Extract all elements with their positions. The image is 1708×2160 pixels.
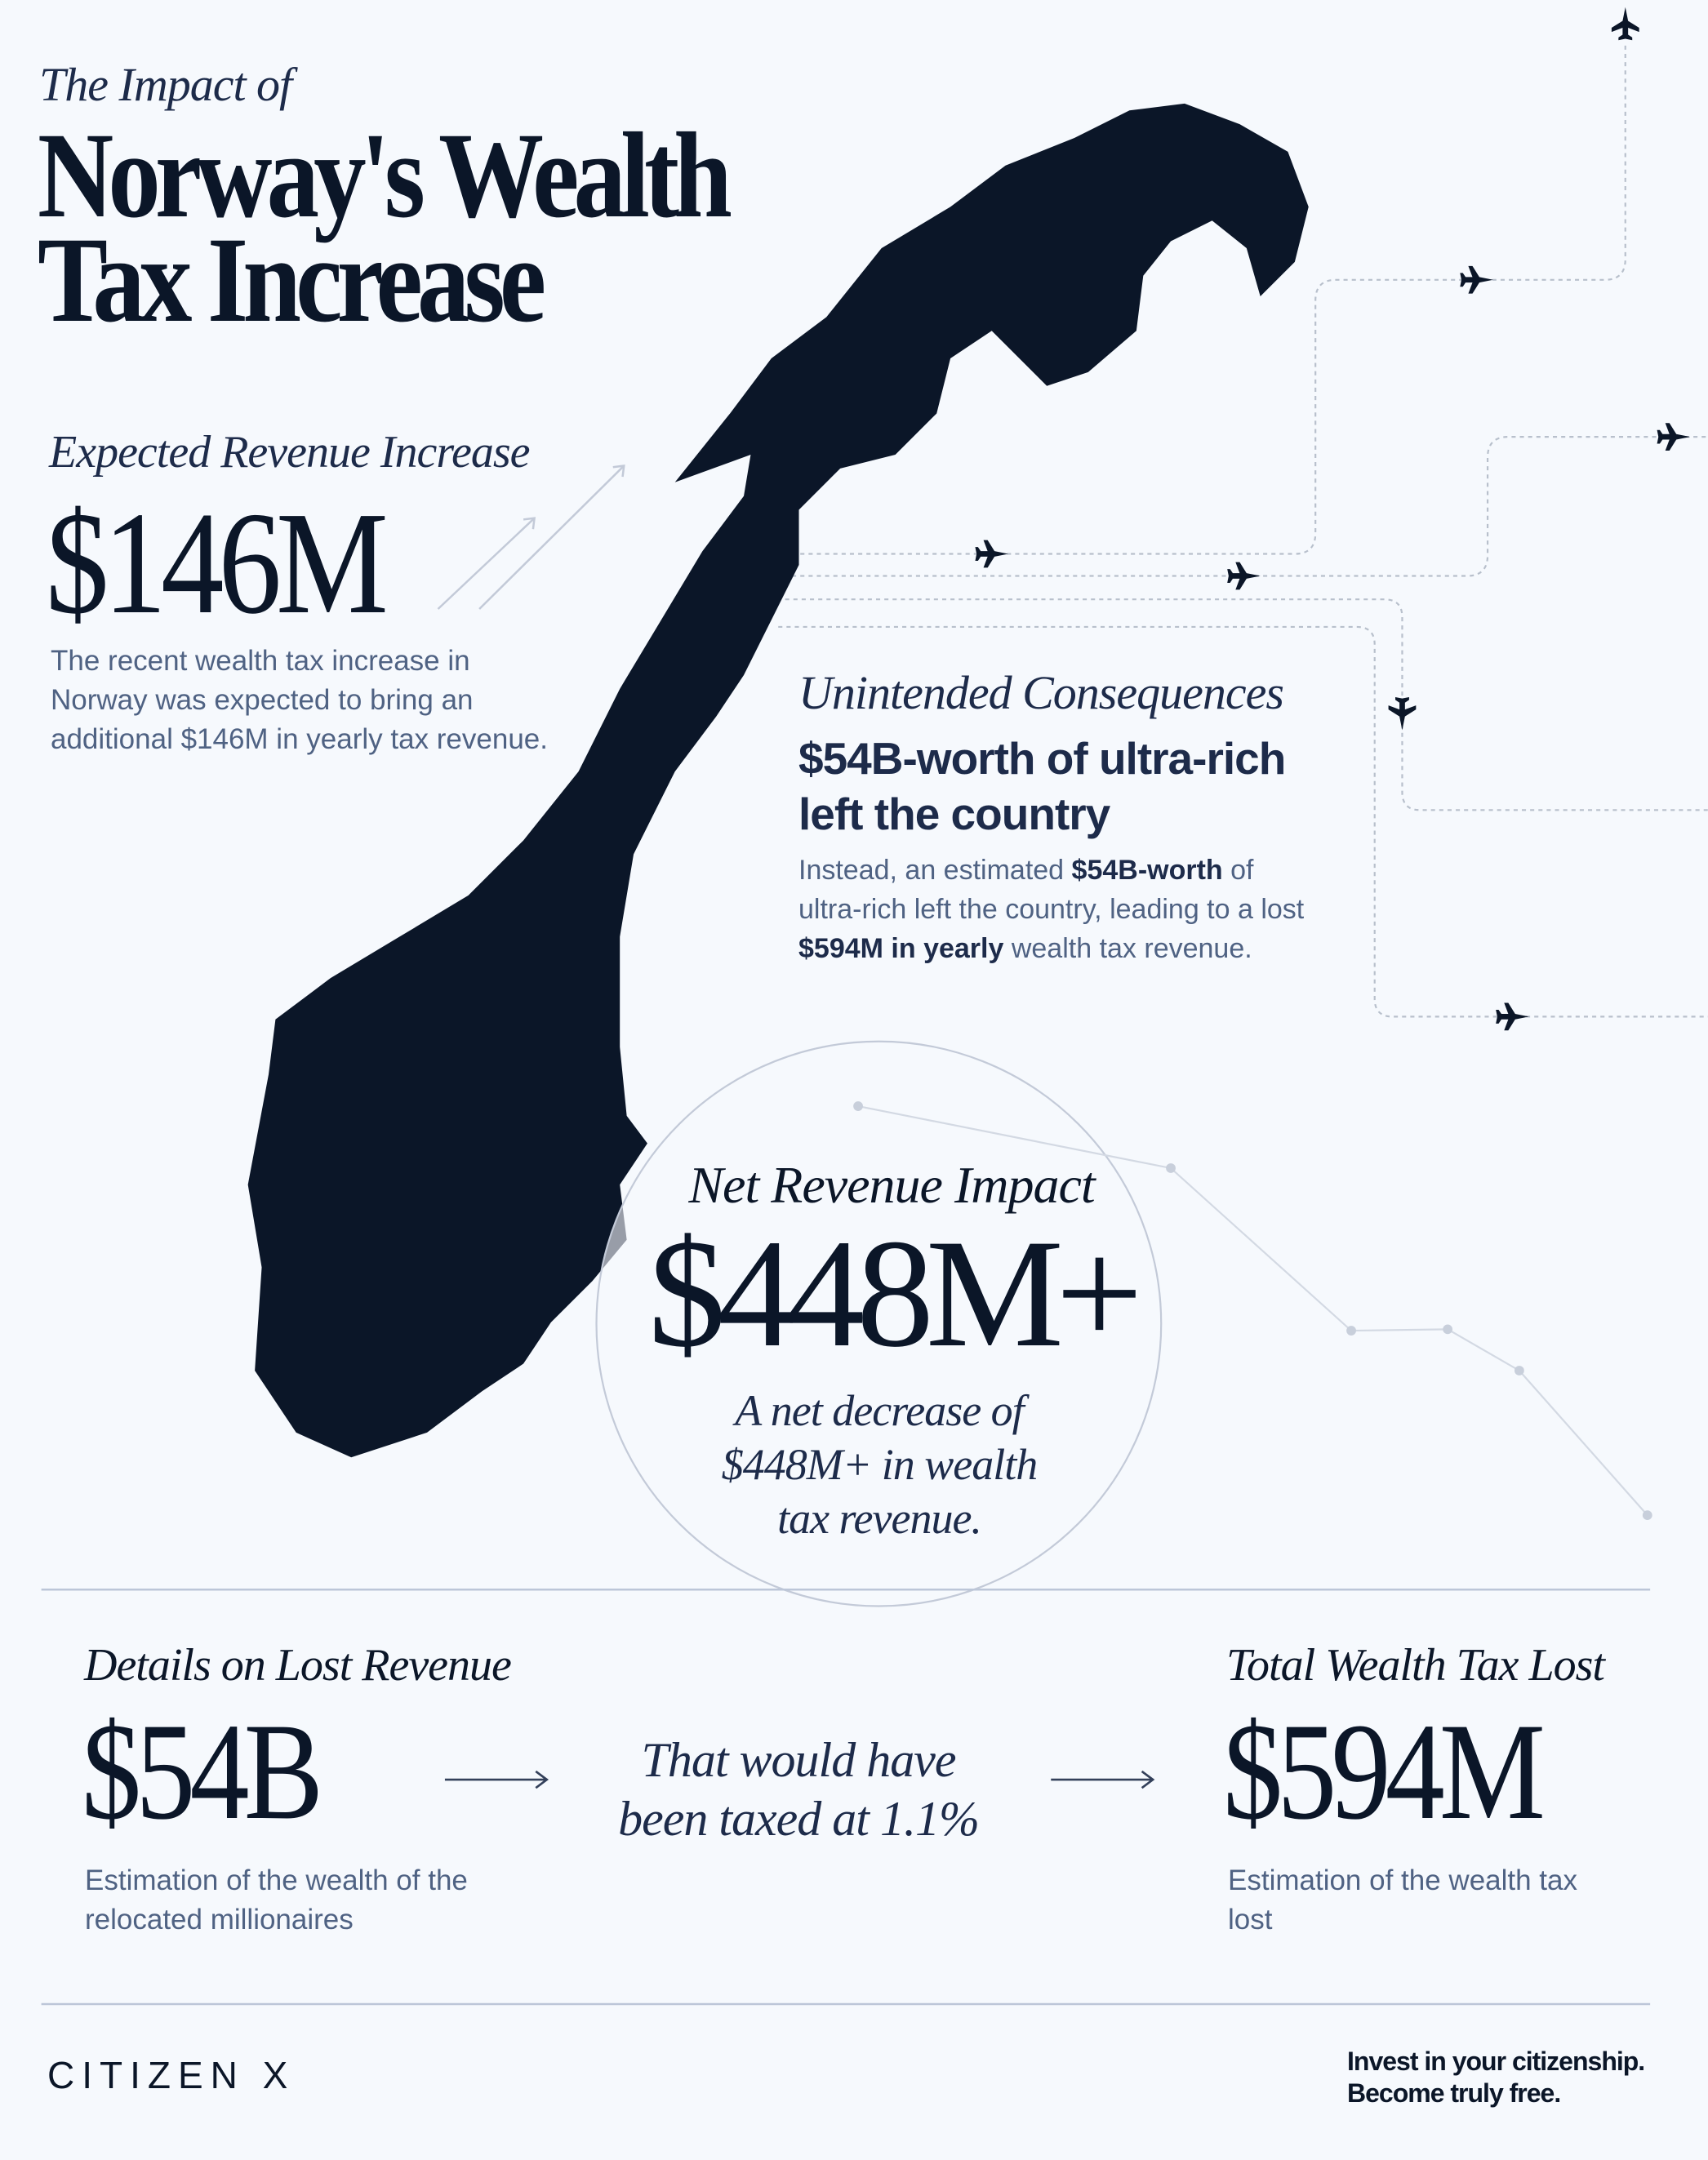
consequences-label: Unintended Consequences <box>798 666 1284 719</box>
airplane-icon <box>975 540 1008 568</box>
arrow-right-icon <box>1051 1770 1155 1789</box>
text-segment: of ultra-rich left the country, leading … <box>798 855 1305 925</box>
tagline: Invest in your citizenship. Become truly … <box>1347 2046 1645 2109</box>
tagline-line1: Invest in your citizenship. <box>1347 2047 1645 2076</box>
text-emphasis: $54B-worth <box>1071 855 1223 886</box>
constellation-line <box>857 1104 1648 1516</box>
airplane-icon <box>1227 562 1261 590</box>
page-title-line2: Tax Increase <box>38 212 546 348</box>
flight-path <box>785 598 1708 811</box>
constellation-dots <box>853 1101 1652 1521</box>
net-impact-circle <box>595 1040 1163 1607</box>
consequences-text: Instead, an estimated $54B-worth of ultr… <box>798 851 1305 968</box>
airplane-icon <box>1388 696 1417 731</box>
norway-map <box>247 103 1309 1458</box>
details-text: Estimation of the wealth of the relocate… <box>85 1864 468 1936</box>
total-lost-text: Estimation of the wealth tax lost <box>1228 1864 1577 1936</box>
expected-value: $146M <box>46 482 389 644</box>
expected-label: Expected Revenue Increase <box>49 427 531 478</box>
airplane-icon <box>1460 265 1493 294</box>
details-value: $54B <box>82 1695 323 1848</box>
total-lost-value: $594M <box>1223 1695 1546 1848</box>
arrow-right-icon <box>444 1770 549 1789</box>
tagline-line2: Become truly free. <box>1347 2078 1561 2108</box>
airplane-icon <box>1496 1002 1529 1031</box>
arrow-up-right-icon <box>437 517 536 610</box>
net-impact-text: A net decrease of $448M+ in wealth tax r… <box>721 1386 1038 1543</box>
airplane-icon <box>1611 7 1639 41</box>
text-segment: Instead, an estimated <box>798 855 1072 886</box>
tax-rate-text: That would have been taxed at 1.1% <box>618 1733 980 1846</box>
expected-text: The recent wealth tax increase in Norway… <box>51 645 548 755</box>
net-impact-value: $448M+ <box>647 1208 1143 1380</box>
total-lost-label: Total Wealth Tax Lost <box>1226 1640 1605 1691</box>
page-title-line1: Norway's Wealth <box>38 108 732 243</box>
logo: CITIZEN X <box>47 2054 296 2096</box>
text-emphasis: $594M in yearly <box>798 933 1004 964</box>
arrow-up-right-icon <box>478 464 625 610</box>
consequences-heading: $54B-worth of ultra-rich left the countr… <box>798 733 1286 839</box>
details-label: Details on Lost Revenue <box>84 1640 512 1691</box>
title-kicker: The Impact of <box>39 58 292 111</box>
airplane-icon <box>1657 423 1691 451</box>
text-segment: wealth tax revenue. <box>1003 933 1252 964</box>
net-impact-label: Net Revenue Impact <box>688 1156 1095 1214</box>
flight-path <box>792 436 1708 577</box>
flight-path <box>792 41 1626 555</box>
